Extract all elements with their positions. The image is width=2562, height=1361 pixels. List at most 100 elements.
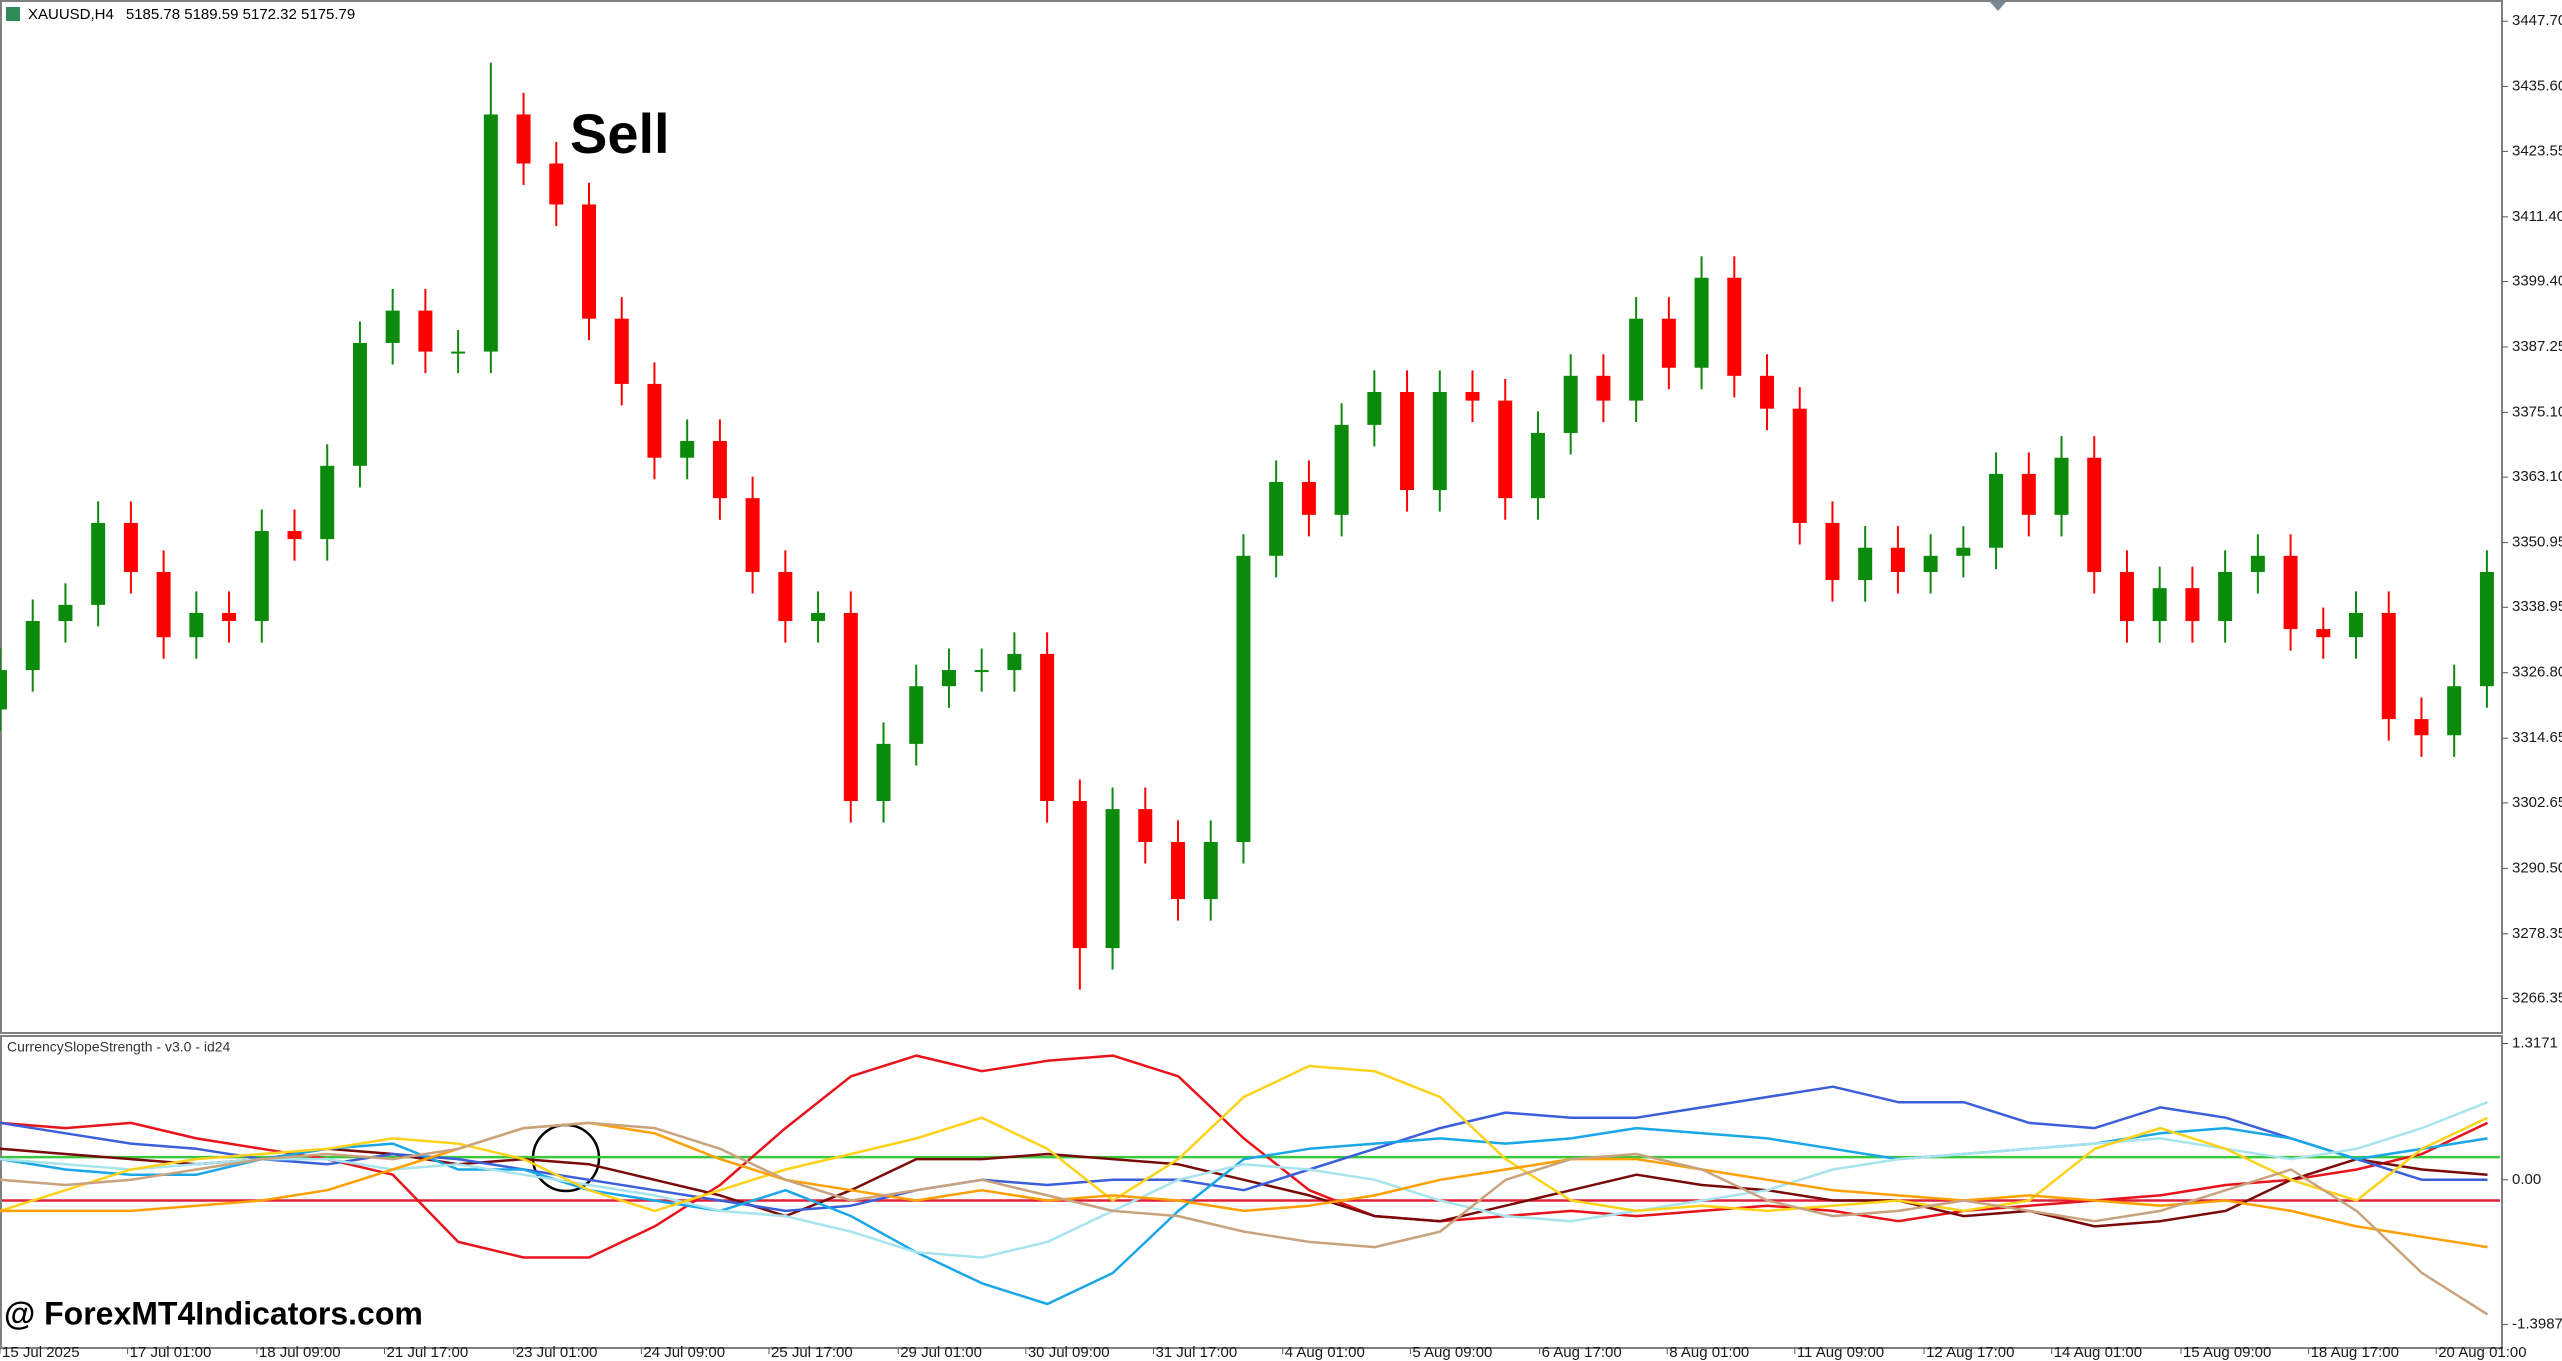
y-tick-label: 3411.40 — [2512, 208, 2562, 225]
indicator-line — [0, 1064, 2489, 1213]
y-tick-label: 3278.35 — [2512, 925, 2562, 942]
candle-body — [876, 743, 891, 802]
candle-body — [516, 114, 531, 164]
y-tick-label: 3363.10 — [2512, 468, 2562, 485]
candle-body — [1596, 375, 1611, 401]
candle-body — [1825, 522, 1840, 581]
candle-body — [0, 670, 7, 710]
indicator-line — [0, 1121, 2488, 1249]
x-tick-label: 14 Aug 01:00 — [2054, 1344, 2142, 1361]
candle-body — [1530, 432, 1545, 499]
y-tick-label: -1.3987 — [2512, 1316, 2562, 1333]
candle-body — [1792, 408, 1807, 523]
candle-body — [2349, 612, 2364, 638]
candle-body — [1203, 841, 1218, 900]
candle-body — [1989, 473, 2004, 548]
y-tick-label: 3423.55 — [2512, 142, 2562, 159]
candle-body — [582, 204, 597, 319]
y-tick-label: 3290.50 — [2512, 859, 2562, 876]
candle-body — [1890, 547, 1905, 572]
sell-annotation: Sell — [570, 102, 670, 165]
x-tick-label: 17 Jul 01:00 — [130, 1344, 212, 1361]
y-tick-label: 3435.60 — [2512, 77, 2562, 94]
candle-body — [2054, 457, 2069, 515]
candle-body — [1923, 555, 1938, 572]
x-tick-label: 18 Jul 09:00 — [259, 1344, 341, 1361]
x-tick-label: 24 Jul 09:00 — [643, 1344, 725, 1361]
candle-body — [2250, 555, 2265, 572]
candle-body — [385, 310, 400, 343]
candle-body — [1661, 318, 1676, 368]
candle-body — [778, 571, 793, 622]
candle-body — [2316, 629, 2331, 638]
main-frame — [0, 0, 2503, 1034]
candle-body — [1138, 809, 1153, 842]
candle-body — [2152, 588, 2167, 622]
candle-body — [745, 498, 760, 572]
candle-body — [941, 670, 956, 687]
candle-body — [91, 522, 106, 605]
candle-body — [2185, 588, 2200, 622]
candle-body — [287, 531, 302, 540]
candle-body — [25, 621, 40, 671]
x-tick-label: 6 Aug 17:00 — [1542, 1344, 1622, 1361]
x-tick-label: 18 Aug 17:00 — [2311, 1344, 2399, 1361]
indicator-title: CurrencySlopeStrength - v3.0 - id24 — [7, 1039, 231, 1055]
y-tick-label: 3399.40 — [2512, 272, 2562, 289]
x-tick-label: 21 Jul 17:00 — [386, 1344, 468, 1361]
candle-body — [1760, 375, 1775, 409]
candle-body — [1432, 391, 1447, 491]
candle-body — [2447, 686, 2462, 736]
candle-body — [189, 612, 204, 638]
candle-body — [483, 114, 498, 352]
candle-body — [1236, 555, 1251, 842]
y-tick-label: 3350.95 — [2512, 534, 2562, 551]
x-tick-label: 15 Aug 09:00 — [2183, 1344, 2271, 1361]
y-tick-label: 3447.70 — [2512, 12, 2562, 29]
candle-body — [974, 670, 989, 673]
indicator-line — [0, 1147, 2488, 1228]
candle-body — [1105, 809, 1120, 949]
candle-body — [1007, 653, 1022, 671]
candle-body — [680, 441, 695, 458]
candle-body — [2414, 719, 2429, 736]
candle-body — [451, 351, 466, 354]
candle-body — [1301, 481, 1316, 515]
y-tick-label: 3266.35 — [2512, 989, 2562, 1006]
candle-body — [352, 342, 367, 466]
candle-body — [1956, 547, 1971, 556]
candle-body — [549, 163, 564, 205]
indicator-frame — [0, 1035, 2503, 1349]
candle-body — [1171, 841, 1186, 900]
candle-body — [123, 522, 138, 572]
candle-body — [1269, 481, 1284, 556]
x-tick-label: 29 Jul 01:00 — [900, 1344, 982, 1361]
symbol: XAUUSD,H4 — [28, 6, 114, 23]
x-tick-label: 12 Aug 17:00 — [1926, 1344, 2014, 1361]
indicator-line — [0, 1101, 2488, 1259]
y-tick-label: 1.3171 — [2512, 1034, 2558, 1051]
candle-body — [2283, 555, 2298, 630]
candle-body — [614, 318, 629, 384]
x-tick-label: 5 Aug 09:00 — [1412, 1344, 1492, 1361]
candle-body — [1694, 277, 1709, 368]
watermark: @ ForexMT4Indicators.com — [4, 1295, 423, 1331]
indicator-line — [0, 1054, 2489, 1259]
y-tick-label: 3387.25 — [2512, 338, 2562, 355]
candle-body — [58, 604, 73, 622]
candle-body — [222, 612, 237, 622]
candle-body — [2087, 457, 2102, 572]
candle-body — [2218, 571, 2233, 622]
x-tick-label: 31 Jul 17:00 — [1155, 1344, 1237, 1361]
candle-body — [1072, 801, 1087, 949]
x-tick-label: 25 Jul 17:00 — [771, 1344, 853, 1361]
y-tick-label: 3302.65 — [2512, 794, 2562, 811]
quote: 5185.78 5189.59 5172.32 5175.79 — [126, 6, 355, 23]
candle-body — [1465, 391, 1480, 401]
candle-body — [1040, 653, 1055, 802]
indicator-line — [0, 1121, 2489, 1316]
symbol-icon — [6, 7, 20, 21]
candle-body — [1400, 391, 1415, 491]
